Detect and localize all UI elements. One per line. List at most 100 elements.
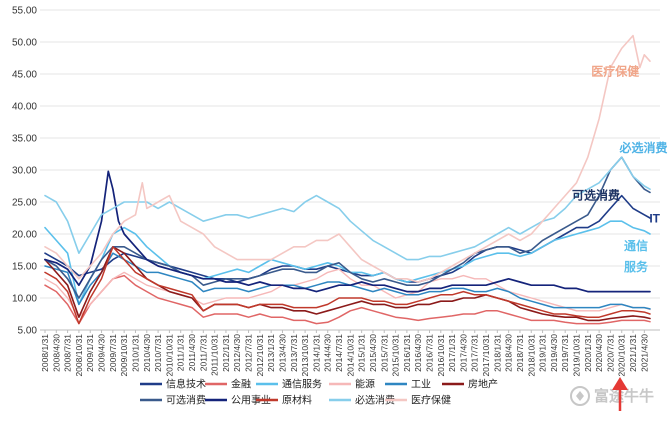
legend-label: 能源 [355, 378, 375, 391]
x-tick-label: 2019/4/30 [549, 334, 559, 372]
legend-label: 公用事业 [231, 394, 271, 407]
y-tick-label: 50.00 [12, 38, 37, 49]
x-tick-label: 2020/4/30 [594, 334, 604, 372]
x-tick-label: 2021/4/30 [639, 334, 649, 372]
annotation-label: 必选消费 [618, 140, 667, 155]
x-tick-label: 2015/7/31 [379, 334, 389, 372]
legend-label: 必选消费 [355, 394, 395, 407]
y-tick-label: 45.00 [12, 70, 37, 81]
watermark-text: 富途牛牛 [594, 387, 654, 405]
y-tick-label: 5.00 [18, 326, 38, 337]
x-tick-label: 2014/1/31 [311, 334, 321, 372]
x-tick-label: 2013/4/30 [277, 334, 287, 372]
x-tick-label: 2008/4/30 [51, 334, 61, 372]
x-tick-label: 2018/4/30 [504, 334, 514, 372]
x-tick-label: 2020/1/31 [583, 334, 593, 372]
x-tick-label: 2019/1/31 [538, 334, 548, 372]
x-tick-label: 2011/7/31 [198, 334, 208, 371]
x-tick-label: 2018/10/31 [526, 334, 536, 377]
x-tick-label: 2017/10/31 [481, 334, 491, 377]
x-tick-label: 2017/1/31 [447, 334, 457, 372]
series-line-房地产 [44, 246, 651, 322]
legend-label: 通信服务 [282, 378, 322, 391]
legend-label: 工业 [411, 379, 431, 391]
futu-logo-icon-mark [576, 391, 584, 401]
x-tick-label: 2018/7/31 [515, 334, 525, 372]
x-tick-label: 2016/4/30 [413, 334, 423, 372]
x-tick-label: 2013/10/31 [300, 334, 310, 377]
x-tick-label: 2012/7/31 [244, 334, 254, 372]
x-tick-label: 2014/4/30 [323, 334, 333, 372]
legend-label: 可选消费 [166, 394, 206, 407]
y-tick-label: 10.00 [12, 294, 37, 305]
x-tick-label: 2012/10/31 [255, 334, 265, 377]
x-tick-label: 2015/1/31 [357, 334, 367, 372]
x-tick-label: 2020/10/31 [617, 334, 627, 377]
annotation-label: 通信 [624, 238, 648, 253]
x-tick-label: 2008/1/31 [40, 334, 50, 372]
annotation-label: 服务 [624, 259, 649, 274]
series-line-医疗保健 [44, 34, 651, 283]
legend-label: 医疗保健 [411, 394, 451, 407]
x-tick-label: 2012/4/30 [232, 334, 242, 372]
x-tick-label: 2008/7/31 [63, 334, 73, 372]
grid [40, 9, 660, 331]
x-tick-label: 2016/1/31 [402, 334, 412, 372]
x-tick-label: 2011/10/31 [210, 334, 220, 376]
x-tick-label: 2009/1/31 [85, 334, 95, 372]
x-tick-label: 2015/4/30 [368, 334, 378, 372]
x-tick-label: 2019/7/31 [560, 334, 570, 372]
y-tick-label: 35.00 [12, 134, 37, 145]
x-tick-label: 2013/1/31 [266, 334, 276, 372]
series-line-必选消费 [44, 156, 651, 261]
series-lines [44, 34, 651, 325]
x-tick-label: 2017/7/31 [470, 334, 480, 372]
series-line-能源 [44, 268, 651, 318]
y-tick-label: 15.00 [12, 262, 37, 273]
x-tick-label: 2010/7/31 [153, 334, 163, 372]
x-tick-label: 2010/4/30 [142, 334, 152, 372]
legend-label: 原材料 [282, 394, 312, 407]
x-tick-label: 2009/10/31 [119, 334, 129, 377]
x-tick-label: 2009/7/31 [108, 334, 118, 372]
x-tick-label: 2014/10/31 [345, 334, 355, 377]
legend-label: 房地产 [468, 378, 498, 391]
series-line-公用事业 [44, 170, 651, 293]
y-tick-label: 30.00 [12, 166, 37, 177]
x-tick-label: 2010/10/31 [164, 334, 174, 377]
y-tick-label: 40.00 [12, 102, 37, 113]
x-tick-label: 2020/7/31 [605, 334, 615, 372]
series-line-原材料 [44, 246, 651, 325]
x-tick-label: 2008/10/31 [74, 334, 84, 377]
annotation-label: IT [649, 211, 660, 225]
legend-label: 信息技术 [166, 378, 206, 391]
annotation-label: 可选消费 [572, 187, 620, 202]
series-line-工业 [44, 252, 651, 310]
x-tick-label: 2014/7/31 [334, 334, 344, 372]
x-tick-label: 2021/1/31 [628, 334, 638, 372]
y-axis: 5.00 10.00 15.00 20.00 25.00 30.00 35.00 40.00 4… [12, 6, 37, 337]
watermark: 富途牛牛 [570, 386, 654, 406]
x-tick-label: 2015/10/31 [391, 334, 401, 377]
legend-label: 金融 [231, 378, 251, 391]
x-tick-label: 2016/10/31 [436, 334, 446, 377]
x-tick-label: 2010/1/31 [130, 334, 140, 372]
x-tick-label: 2018/1/31 [492, 334, 502, 372]
y-tick-label: 25.00 [12, 198, 37, 209]
x-tick-label: 2011/4/30 [187, 334, 197, 371]
red-up-arrow-icon [612, 377, 628, 411]
x-tick-label: 2012/1/31 [221, 334, 231, 372]
series-line-金融 [44, 274, 651, 325]
y-tick-label: 55.00 [12, 6, 37, 17]
x-tick-label: 2019/10/31 [571, 334, 581, 377]
futu-logo-icon [570, 386, 590, 406]
x-axis: 2008/1/31 2008/4/30 2008/7/31 2008/10/31 200… [40, 330, 649, 377]
x-tick-label: 2017/4/30 [458, 334, 468, 372]
x-tick-label: 2013/7/31 [289, 334, 299, 372]
y-tick-label: 20.00 [12, 230, 37, 241]
x-tick-label: 2016/7/31 [424, 334, 434, 372]
x-tick-label: 2009/4/30 [97, 334, 107, 372]
